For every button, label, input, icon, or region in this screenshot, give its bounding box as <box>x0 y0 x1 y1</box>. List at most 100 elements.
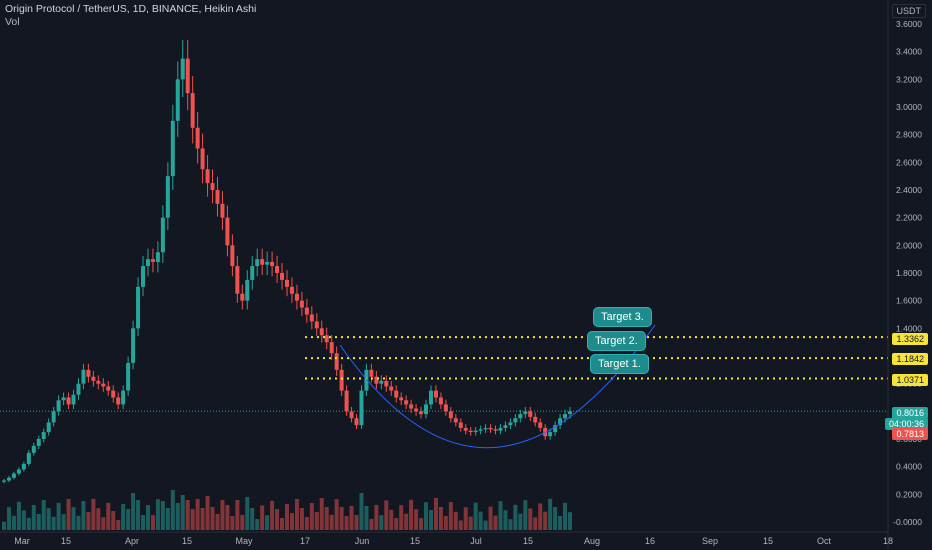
price-axis-ticks: 3.6000 3.4000 3.2000 3.0000 2.8000 2.6000 2.40… <box>893 19 922 527</box>
volume-bar <box>543 511 548 530</box>
candle-body <box>384 380 389 387</box>
x-tick-label: Jul <box>470 536 482 546</box>
candle-body <box>294 293 299 301</box>
volume-bar <box>2 521 6 530</box>
volume-bar <box>533 517 538 530</box>
candle-body <box>523 411 528 415</box>
candle-body <box>419 411 424 415</box>
volume-bar <box>568 512 572 530</box>
time-axis-ticks: Mar 15 Apr 15 May 17 Jun 15 Jul 15 Aug 16 Sep 15 Oct 18 <box>14 536 893 546</box>
candle-body <box>195 127 200 149</box>
volume-bar <box>414 509 419 530</box>
candle-body <box>16 469 21 474</box>
y-tick-label: 3.0000 <box>896 102 922 112</box>
volume-bar <box>155 499 160 530</box>
candle-body <box>36 439 41 446</box>
candle-body <box>101 383 106 387</box>
volume-bar <box>106 502 111 530</box>
volume-bar <box>41 500 46 530</box>
volume-bar <box>11 515 16 530</box>
currency-label[interactable]: USDT <box>891 4 926 18</box>
target3-note[interactable]: Target 3. <box>593 307 652 327</box>
volume-bar <box>175 503 180 530</box>
volume-bar <box>478 511 483 530</box>
candle-body <box>443 404 448 412</box>
volume-bar <box>428 510 433 530</box>
volume-bar <box>304 517 309 530</box>
volume-bar <box>255 519 260 530</box>
volume-bar <box>235 500 240 530</box>
x-tick-label: May <box>235 536 253 546</box>
y-tick-label: 2.6000 <box>896 157 922 167</box>
volume-bar <box>384 500 389 530</box>
volume-bar <box>424 502 429 530</box>
volume-bar <box>404 513 409 530</box>
x-tick-label: 16 <box>645 536 655 546</box>
candle-body <box>225 217 230 246</box>
open-price-tag: 0.7813 <box>892 428 928 440</box>
volume-bar <box>121 504 126 530</box>
y-tick-label: 0.2000 <box>896 489 922 499</box>
target-levels <box>305 336 888 380</box>
candle-body <box>86 369 91 377</box>
candle-body <box>141 266 146 287</box>
volume-bar <box>190 509 195 530</box>
candle-body <box>289 286 294 294</box>
volume-bar <box>359 493 364 530</box>
candle-body <box>175 79 180 121</box>
volume-bar <box>21 510 26 530</box>
volume-bar <box>46 508 51 530</box>
volume-bar <box>389 509 394 530</box>
volume-bar <box>314 512 319 530</box>
candle-body <box>399 397 404 401</box>
x-tick-label: 15 <box>182 536 192 546</box>
candle-body <box>220 203 225 218</box>
y-tick-label: 1.6000 <box>896 296 922 306</box>
candle-body <box>364 369 369 391</box>
volume-indicator-label[interactable]: Vol <box>5 16 20 28</box>
y-tick-label: 3.2000 <box>896 74 922 84</box>
y-tick-label: 2.8000 <box>896 130 922 140</box>
volume-bar <box>379 515 384 530</box>
volume-bar <box>116 520 121 530</box>
volume-bar <box>354 515 359 530</box>
volume-bar <box>448 502 453 530</box>
candle-body <box>498 427 503 431</box>
volume-bar <box>453 511 458 530</box>
target2-note[interactable]: Target 2. <box>587 331 646 351</box>
candle-body <box>508 422 513 426</box>
candle-body <box>126 362 131 391</box>
chart-header: Origin Protocol / TetherUS, 1D, BINANCE,… <box>5 3 256 29</box>
x-tick-label: 15 <box>410 536 420 546</box>
volume-bar <box>16 501 21 530</box>
candle-body <box>205 169 210 184</box>
candle-body <box>155 252 160 262</box>
candle-body <box>56 400 61 412</box>
candle-body <box>210 183 215 190</box>
volume-bar <box>200 508 205 530</box>
volume-bar <box>230 516 235 530</box>
x-tick-label: 17 <box>300 536 310 546</box>
candle-body <box>81 369 86 384</box>
symbol-title[interactable]: Origin Protocol / TetherUS, 1D, BINANCE,… <box>5 3 257 15</box>
volume-bar <box>165 508 170 530</box>
volume-bar <box>71 507 76 530</box>
candle-body <box>533 416 538 423</box>
volume-bar <box>160 501 165 530</box>
volume-bar <box>294 499 299 530</box>
candle-body <box>468 430 473 433</box>
y-tick-label: 1.4000 <box>896 323 922 333</box>
volume-bar <box>409 499 414 530</box>
candle-body <box>250 266 255 280</box>
y-tick-label: 0.4000 <box>896 462 922 472</box>
volume-bar <box>86 512 91 530</box>
volume-bar <box>309 503 314 530</box>
candle-body <box>46 422 51 433</box>
x-tick-label: Mar <box>14 536 30 546</box>
candle-body <box>160 217 165 253</box>
volume-bar <box>280 518 285 530</box>
target1-note[interactable]: Target 1. <box>590 354 649 374</box>
candle-body <box>66 397 71 405</box>
candle-body <box>404 400 409 405</box>
